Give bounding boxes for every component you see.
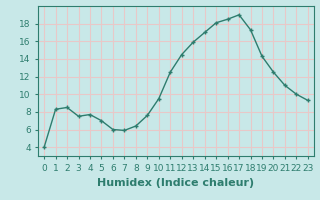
X-axis label: Humidex (Indice chaleur): Humidex (Indice chaleur) <box>97 178 255 188</box>
